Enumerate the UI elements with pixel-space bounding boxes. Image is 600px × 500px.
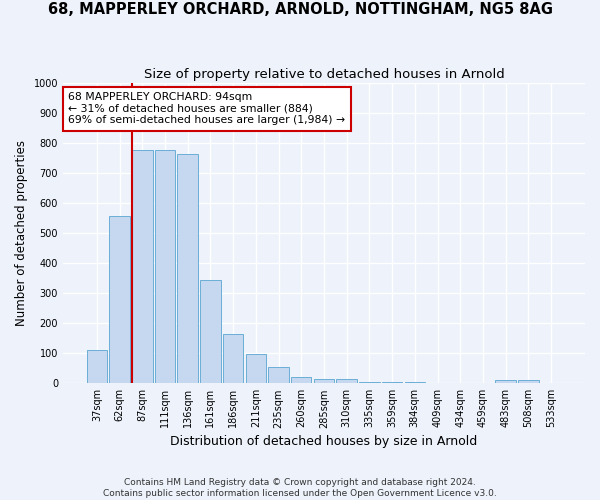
- Text: Contains HM Land Registry data © Crown copyright and database right 2024.
Contai: Contains HM Land Registry data © Crown c…: [103, 478, 497, 498]
- Bar: [155, 150, 175, 384]
- Bar: [291, 378, 311, 384]
- Text: 68, MAPPERLEY ORCHARD, ARNOLD, NOTTINGHAM, NG5 8AG: 68, MAPPERLEY ORCHARD, ARNOLD, NOTTINGHA…: [47, 2, 553, 18]
- Bar: [132, 150, 152, 384]
- Bar: [200, 280, 221, 384]
- Y-axis label: Number of detached properties: Number of detached properties: [15, 140, 28, 326]
- Bar: [382, 382, 403, 384]
- Bar: [518, 380, 539, 384]
- Bar: [268, 367, 289, 384]
- Bar: [178, 154, 198, 384]
- X-axis label: Distribution of detached houses by size in Arnold: Distribution of detached houses by size …: [170, 434, 478, 448]
- Text: 68 MAPPERLEY ORCHARD: 94sqm
← 31% of detached houses are smaller (884)
69% of se: 68 MAPPERLEY ORCHARD: 94sqm ← 31% of det…: [68, 92, 345, 126]
- Bar: [359, 382, 380, 384]
- Title: Size of property relative to detached houses in Arnold: Size of property relative to detached ho…: [143, 68, 505, 80]
- Bar: [404, 382, 425, 384]
- Bar: [337, 379, 357, 384]
- Bar: [109, 216, 130, 384]
- Bar: [314, 379, 334, 384]
- Bar: [223, 334, 244, 384]
- Bar: [245, 354, 266, 384]
- Bar: [496, 380, 516, 384]
- Bar: [86, 350, 107, 384]
